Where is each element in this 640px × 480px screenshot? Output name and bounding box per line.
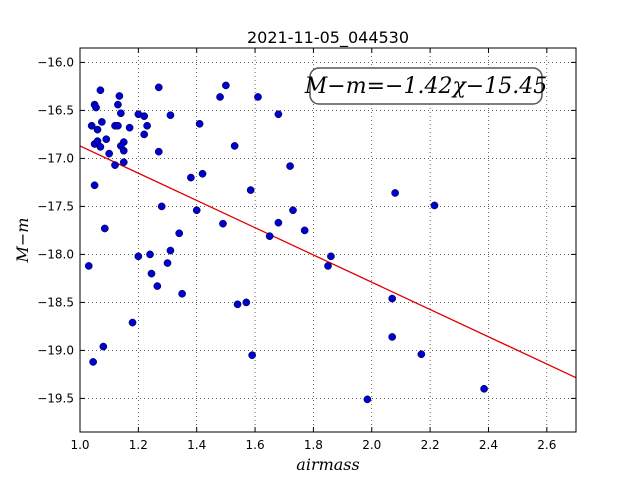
data-point — [265, 232, 274, 241]
data-point — [114, 121, 122, 130]
annotation-box — [309, 67, 543, 105]
data-point — [96, 86, 105, 95]
data-point — [187, 173, 195, 182]
data-point — [175, 229, 184, 238]
data-point — [480, 384, 488, 393]
data-point — [153, 282, 162, 290]
data-point — [96, 143, 105, 151]
data-point — [115, 92, 124, 100]
chart-title: 2021-11-05_044530 — [247, 28, 409, 48]
data-point — [154, 83, 163, 92]
data-point — [143, 121, 151, 130]
data-point — [417, 350, 426, 359]
data-point — [216, 93, 224, 101]
data-point — [128, 318, 137, 327]
data-point — [254, 93, 262, 101]
data-point — [388, 333, 397, 341]
data-point — [90, 181, 99, 190]
fit-line — [79, 145, 577, 379]
data-point — [119, 158, 128, 167]
x-tick-label: 1.2 — [129, 438, 148, 452]
plot-frame — [79, 47, 577, 433]
y-tick-label: −17.0 — [37, 151, 74, 165]
x-tick-label: 1.6 — [246, 438, 265, 452]
fit-line-group — [79, 145, 577, 379]
data-point — [248, 351, 256, 360]
data-point — [230, 142, 239, 150]
data-point — [192, 206, 201, 215]
data-point — [274, 110, 283, 119]
y-axis-label: M−m — [13, 218, 32, 264]
data-point — [163, 259, 172, 267]
data-point — [114, 100, 122, 109]
axis-ticks — [79, 48, 576, 432]
data-point — [195, 119, 204, 128]
data-point — [222, 81, 230, 90]
data-point — [147, 269, 156, 278]
data-point — [146, 250, 154, 259]
data-point — [388, 294, 397, 303]
data-point — [154, 147, 163, 156]
x-tick-label: 1.8 — [304, 438, 323, 452]
data-point — [92, 103, 100, 112]
data-point — [119, 146, 128, 155]
data-point — [219, 219, 227, 228]
data-point — [84, 262, 93, 270]
data-point — [246, 186, 255, 194]
y-tick-label: −19.5 — [37, 391, 74, 405]
data-point — [98, 118, 106, 126]
x-tick-label: 1.4 — [187, 438, 206, 452]
x-tick-label: 2.6 — [537, 438, 556, 452]
data-point — [100, 224, 109, 233]
data-point — [289, 206, 297, 215]
data-point — [157, 202, 166, 211]
data-point — [134, 252, 143, 261]
data-point — [125, 123, 134, 132]
data-point — [391, 189, 399, 197]
data-point — [166, 246, 175, 255]
data-point — [89, 358, 97, 366]
data-point — [93, 125, 102, 134]
data-point — [198, 169, 207, 178]
data-point — [286, 162, 294, 170]
data-point — [363, 395, 372, 404]
data-point — [87, 121, 96, 130]
data-point — [233, 300, 242, 309]
data-point — [140, 130, 149, 139]
y-tick-label: −18.0 — [37, 247, 74, 261]
data-point — [300, 226, 309, 235]
data-point — [274, 218, 283, 227]
data-point — [99, 342, 108, 351]
x-tick-labels: 1.0 1.2 1.4 1.6 1.8 2.0 2.2 2.4 2.6 — [70, 438, 556, 452]
data-point — [111, 161, 119, 169]
data-point — [140, 112, 149, 121]
x-tick-label: 2.2 — [421, 438, 440, 452]
data-point — [327, 252, 335, 261]
y-tick-label: −18.5 — [37, 295, 74, 309]
x-tick-label: 1.0 — [70, 438, 89, 452]
y-tick-label: −17.5 — [37, 199, 74, 213]
x-axis-label: airmass — [296, 455, 359, 474]
data-point — [242, 298, 251, 307]
y-tick-labels: −16.0 −16.5 −17.0 −17.5 −18.0 −18.5 −19.0 −19.5 — [37, 55, 74, 405]
annotation-text: M−m=−1.42χ−15.45 — [304, 74, 547, 99]
x-tick-label: 2.4 — [479, 438, 498, 452]
data-point — [102, 135, 111, 144]
data-points — [84, 81, 488, 404]
data-point — [430, 201, 439, 210]
fit-equation-annotation: M−m=−1.42χ−15.45 — [304, 67, 547, 105]
plot-area — [80, 48, 576, 432]
x-tick-label: 2.0 — [362, 438, 381, 452]
y-tick-label: −16.0 — [37, 55, 74, 69]
data-point — [105, 149, 114, 158]
data-point — [178, 289, 186, 298]
data-point — [324, 262, 332, 270]
data-point — [166, 111, 175, 120]
data-point — [116, 109, 125, 118]
y-tick-label: −16.5 — [37, 103, 74, 117]
y-tick-label: −19.0 — [37, 343, 74, 357]
